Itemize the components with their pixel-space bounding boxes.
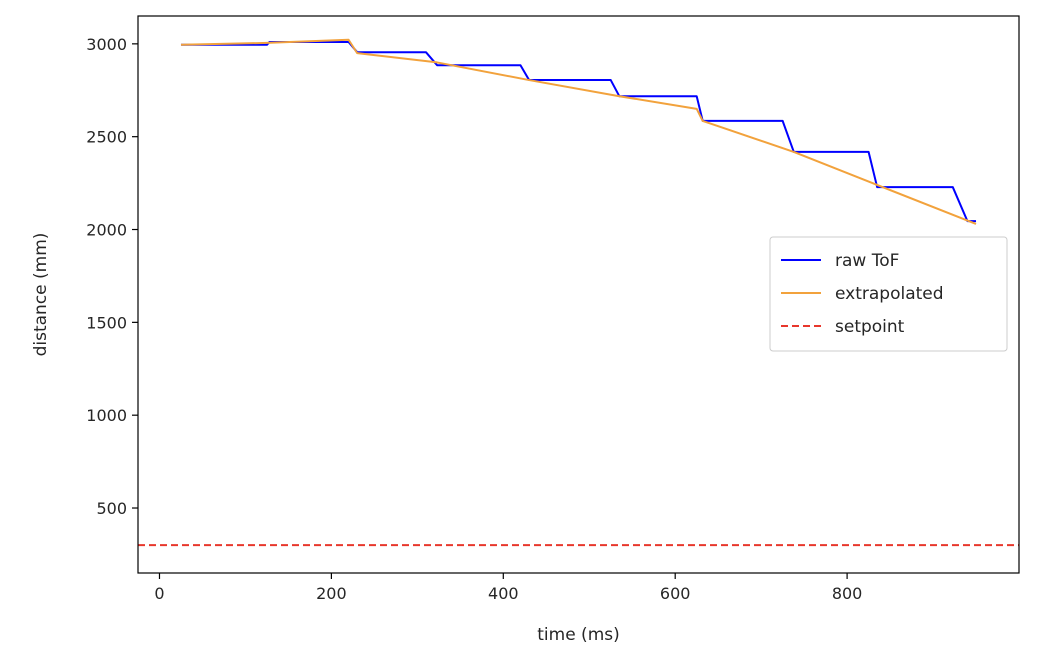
y-tick-label: 1500 (86, 313, 127, 332)
x-tick-label: 600 (660, 584, 691, 603)
x-axis-label: time (ms) (537, 625, 620, 645)
plot-frame (137, 15, 1020, 574)
x-tick-label: 400 (488, 584, 519, 603)
legend-entry-label: extrapolated (835, 284, 944, 304)
legend-entry-label: setpoint (835, 317, 905, 337)
x-tick-label: 800 (832, 584, 863, 603)
x-tick-label: 200 (316, 584, 347, 603)
y-tick-label: 2000 (86, 221, 127, 240)
y-tick-label: 2500 (86, 128, 127, 147)
ticks: 0 200 400 600 800 500 1000 1500 2000 2500 3000 (86, 35, 862, 603)
y-axis-label: distance (mm) (31, 233, 51, 357)
y-tick-label: 1000 (86, 406, 127, 425)
y-tick-label: 3000 (86, 35, 127, 54)
legend-box (769, 236, 1008, 352)
y-tick-label: 500 (96, 499, 127, 518)
legend: raw ToF extrapolated setpoint (769, 236, 1008, 352)
plot-area (138, 38, 1019, 547)
x-tick-label: 0 (154, 584, 164, 603)
series-line-1 (180, 38, 977, 225)
legend-entry-label: raw ToF (835, 251, 899, 271)
